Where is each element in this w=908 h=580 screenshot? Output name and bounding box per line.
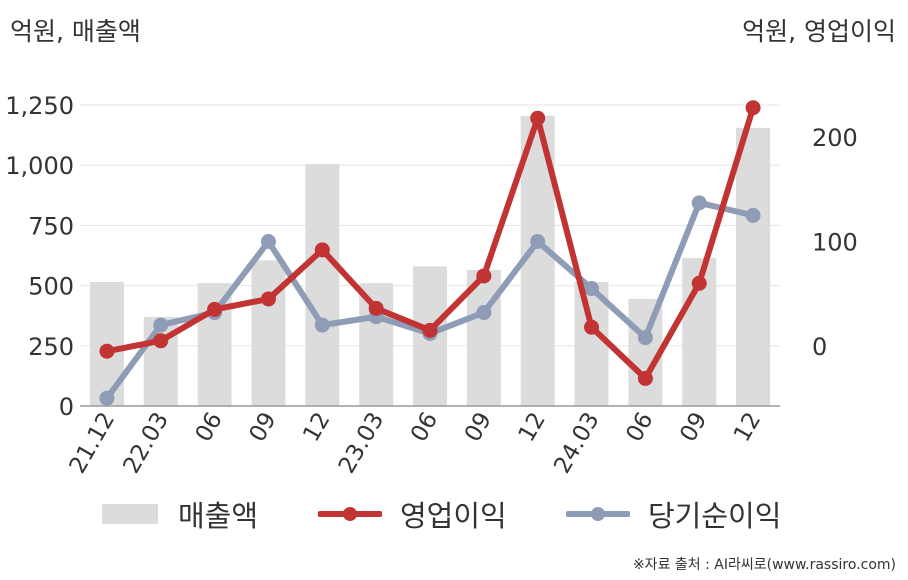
right-tick-label: 0	[812, 333, 827, 361]
legend: 매출액 영업이익 당기순이익	[0, 492, 908, 536]
x-tick-label: 06	[191, 408, 228, 446]
x-tick-label: 23.03	[334, 408, 389, 478]
x-tick-label: 12	[514, 408, 551, 446]
series-point	[207, 301, 223, 317]
legend-item-operating-profit: 영업이익	[318, 492, 507, 536]
profit-lines	[99, 100, 761, 406]
x-tick-label: 06	[406, 408, 443, 446]
series-point	[260, 291, 276, 307]
x-tick-label: 09	[460, 408, 497, 446]
series-point	[99, 343, 115, 359]
legend-label-net-income: 당기순이익	[648, 499, 782, 533]
x-tick-label: 06	[621, 408, 658, 446]
left-tick-label: 1,000	[5, 152, 74, 180]
series-point	[637, 370, 653, 386]
series-point	[476, 305, 492, 321]
series-point	[584, 281, 600, 297]
x-tick-label: 24.03	[549, 408, 604, 478]
right-tick-label: 200	[812, 124, 858, 152]
series-point	[745, 207, 761, 223]
right-axis-ticks: 0 100 200	[812, 124, 858, 361]
series-point	[691, 275, 707, 291]
source-note: ※자료 출처 : AI라씨로(www.rassiro.com)	[632, 557, 896, 573]
x-tick-label: 09	[675, 408, 712, 446]
x-tick-label: 12	[729, 408, 766, 446]
right-axis-unit: 억원, 영업이익	[742, 17, 896, 46]
series-point	[368, 300, 384, 316]
right-tick-label: 100	[812, 229, 858, 257]
legend-label-revenue: 매출액	[178, 499, 259, 533]
revenue-bar	[305, 163, 340, 406]
series-point	[153, 333, 169, 349]
legend-item-revenue: 매출액	[100, 492, 258, 536]
series-point	[637, 330, 653, 346]
left-axis-ticks: 0 250 500 750 1,000 1,250	[5, 92, 74, 421]
series-point	[530, 234, 546, 249]
legend-item-net-income: 당기순이익	[566, 492, 781, 536]
x-tick-label: 22.03	[119, 408, 174, 478]
revenue-bars	[89, 115, 771, 406]
left-tick-label: 0	[59, 393, 74, 421]
series-point	[745, 100, 761, 116]
revenue-bar	[251, 260, 286, 406]
legend-label-operating-profit: 영업이익	[400, 499, 507, 533]
series-point	[476, 268, 492, 284]
series-point	[422, 322, 438, 338]
left-tick-label: 750	[28, 212, 74, 240]
series-point	[99, 390, 115, 406]
x-tick-label: 12	[298, 408, 335, 446]
x-tick-label: 09	[245, 408, 282, 446]
series-point	[530, 110, 546, 126]
legend-swatch-bar	[102, 504, 158, 524]
series-point	[314, 242, 330, 258]
series-point	[314, 317, 330, 333]
left-tick-label: 500	[28, 273, 74, 301]
revenue-bar	[466, 269, 501, 406]
series-point	[584, 319, 600, 335]
left-tick-label: 250	[28, 333, 74, 361]
left-tick-label: 1,250	[5, 92, 74, 120]
series-point	[153, 317, 169, 333]
legend-swatch-line-blue	[566, 507, 630, 521]
left-axis-unit: 억원, 매출액	[10, 17, 141, 46]
legend-swatch-line-red	[318, 507, 382, 521]
series-point	[691, 195, 707, 211]
series-point	[260, 234, 276, 249]
revenue-bar	[736, 127, 771, 406]
